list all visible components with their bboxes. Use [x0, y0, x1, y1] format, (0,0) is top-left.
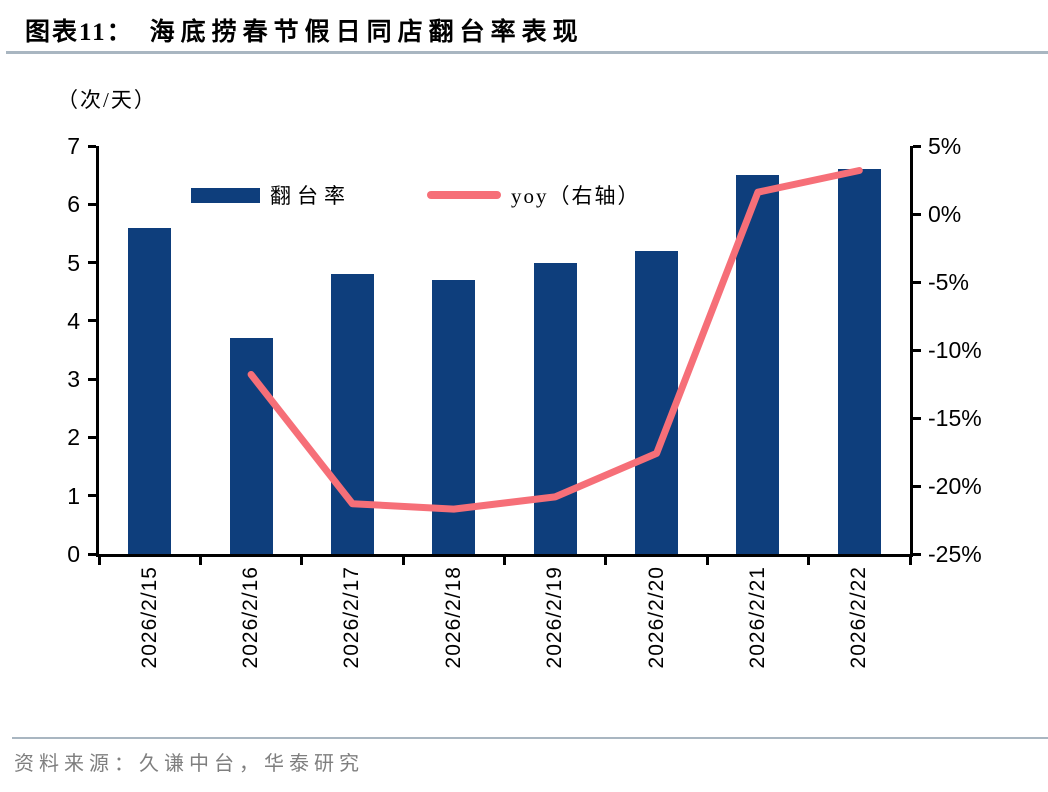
line-series-label: yoy（右轴）: [511, 184, 641, 208]
x-axis-label: 2026/2/22: [847, 566, 871, 669]
bar-2026/2/20: [635, 250, 679, 554]
right-axis-tick: [913, 552, 921, 556]
right-axis-tick: [913, 212, 921, 216]
x-axis-tick: [604, 557, 608, 565]
x-axis-label: 2026/2/18: [441, 566, 465, 669]
bar-2026/2/19: [533, 262, 577, 554]
left-axis-tick: [88, 202, 96, 206]
x-axis-label: 2026/2/15: [137, 566, 161, 669]
bar-2026/2/21: [736, 175, 780, 554]
right-axis-tick: [913, 144, 921, 148]
left-axis-tick: [88, 435, 96, 439]
left-axis-tick-label: 4: [67, 307, 80, 334]
right-axis-tick-label: -25%: [928, 541, 982, 567]
right-axis-tick: [913, 280, 921, 284]
right-axis-tick: [913, 348, 921, 352]
right-axis-tick-label: -15%: [928, 405, 982, 431]
left-axis-tick-label: 0: [67, 541, 80, 567]
x-axis-tick: [401, 557, 405, 565]
plot-area: 翻台率 yoy（右轴）: [96, 146, 913, 557]
x-axis-tick: [807, 557, 811, 565]
right-axis-tick: [913, 416, 921, 420]
x-axis-label: 2026/2/20: [644, 566, 668, 669]
figure-number: 图表11：: [25, 19, 134, 46]
line-series-swatch: [427, 191, 501, 199]
figure-title: 海底捞春节假日同店翻台率表现: [149, 19, 584, 46]
x-axis-label: 2026/2/21: [745, 566, 769, 669]
left-axis-tick: [88, 144, 96, 148]
right-axis-tick-label: -10%: [928, 337, 982, 363]
x-axis-label: 2026/2/16: [239, 566, 263, 669]
bar-2026/2/15: [128, 227, 172, 554]
left-axis-tick-label: 6: [67, 191, 80, 218]
right-axis-tick-label: 5%: [928, 133, 962, 159]
bar-2026/2/22: [837, 169, 881, 554]
left-axis-tick-label: 5: [67, 249, 80, 276]
x-axis-tick: [705, 557, 709, 565]
bar-2026/2/18: [432, 280, 476, 554]
footer-divider: [12, 737, 1048, 739]
bar-2026/2/16: [229, 338, 273, 554]
left-axis-tick: [88, 552, 96, 556]
x-axis-label: 2026/2/17: [340, 566, 364, 669]
left-axis-tick: [88, 377, 96, 381]
x-axis-tick: [300, 557, 304, 565]
left-axis-tick: [88, 261, 96, 265]
x-axis-tick: [198, 557, 202, 565]
x-axis-tick: [503, 557, 506, 565]
left-axis-tick-label: 2: [67, 424, 80, 451]
x-axis-tick: [908, 557, 912, 565]
right-axis-tick-label: -5%: [928, 269, 969, 295]
left-axis-tick-label: 7: [67, 133, 80, 159]
legend: 翻台率 yoy（右轴）: [191, 180, 641, 210]
left-axis-tick: [88, 494, 96, 498]
left-axis-unit-label: （次/天）: [57, 88, 157, 112]
x-axis-tick: [97, 557, 101, 565]
x-axis-label: 2026/2/19: [543, 566, 567, 669]
title-divider: [6, 51, 1048, 54]
legend-item-line-series: yoy（右轴）: [427, 180, 641, 210]
bar-2026/2/17: [330, 274, 374, 554]
figure-header: 图表11： 海底捞春节假日同店翻台率表现: [25, 12, 584, 48]
source-note: 资料来源：久谦中台，华泰研究: [14, 753, 364, 775]
left-axis-tick-label: 3: [67, 366, 80, 393]
right-axis-tick-label: 0%: [928, 201, 962, 227]
left-axis-tick-label: 1: [67, 482, 80, 509]
right-axis-tick: [913, 484, 921, 488]
bar-series-swatch: [191, 187, 260, 203]
left-axis-tick: [88, 319, 96, 323]
right-axis-tick-label: -20%: [928, 473, 982, 499]
bar-series-label: 翻台率: [270, 184, 351, 208]
legend-item-bar-series: 翻台率: [191, 180, 351, 210]
